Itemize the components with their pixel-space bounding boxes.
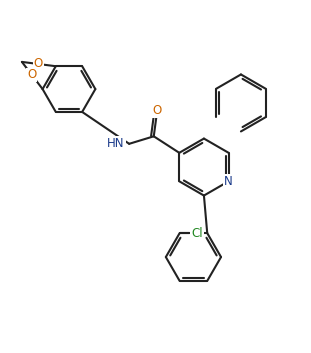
- Text: O: O: [34, 58, 43, 71]
- Text: N: N: [224, 175, 233, 188]
- Text: HN: HN: [107, 137, 125, 150]
- Text: O: O: [152, 104, 161, 117]
- Text: O: O: [27, 68, 36, 82]
- Text: Cl: Cl: [191, 227, 203, 240]
